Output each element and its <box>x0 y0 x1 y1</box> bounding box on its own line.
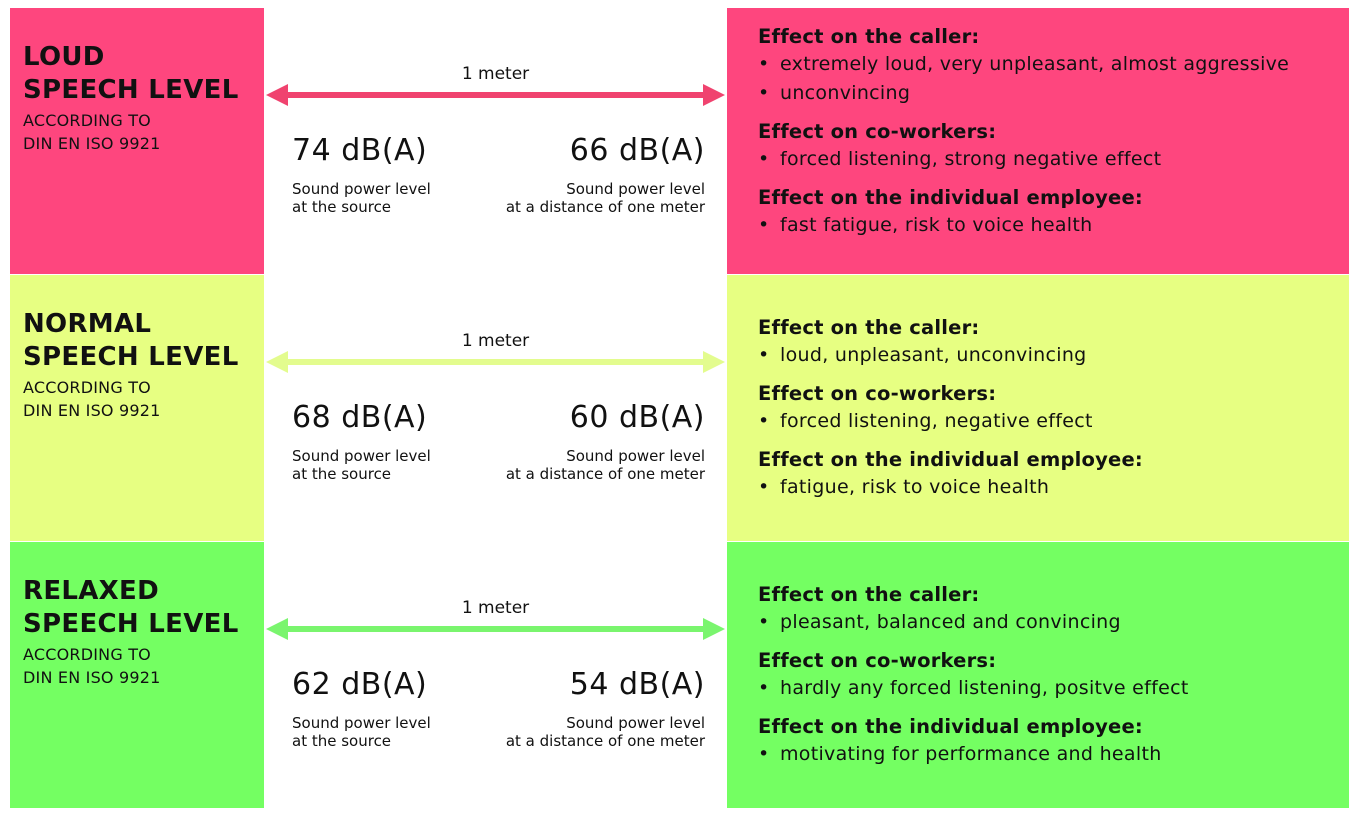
effect-title: Effect on co-workers: <box>758 382 997 405</box>
effect-item: • fatigue, risk to voice health <box>758 473 1349 502</box>
effect-item: • hardly any forced listening, positve ef… <box>758 674 1349 703</box>
effects-box: Effect on the caller: • pleasant, balanced… <box>727 542 1349 808</box>
effect-title: Effect on the individual employee: <box>758 186 1143 209</box>
effect-item: • pleasant, balanced and convincing <box>758 608 1349 637</box>
distance-section: 1 meter 74 dB(A) 66 dB(A) Sound power level… <box>264 8 727 274</box>
bullet-icon: • <box>758 344 770 366</box>
double-arrow-icon <box>266 351 725 373</box>
distance-section: 1 meter 68 dB(A) 60 dB(A) Sound power level… <box>264 275 727 541</box>
source-db-value: 68 dB(A) <box>292 400 428 435</box>
effect-item: • loud, unpleasant, unconvincing <box>758 341 1349 370</box>
bullet-icon: • <box>758 476 770 498</box>
effect-item: • unconvincing <box>758 79 1349 108</box>
distance-db-value: 66 dB(A) <box>569 133 705 168</box>
standard-reference: ACCORDING TO DIN EN ISO 9921 <box>23 111 161 153</box>
effect-title: Effect on the caller: <box>758 583 980 606</box>
bullet-icon: • <box>758 82 770 104</box>
effect-group: Effect on the caller: • pleasant, balanced… <box>758 582 1349 637</box>
effects-box: Effect on the caller: • extremely loud, ve… <box>727 8 1349 274</box>
distance-label: 1 meter <box>461 331 530 351</box>
bullet-icon: • <box>758 53 770 75</box>
effect-title: Effect on the individual employee: <box>758 448 1143 471</box>
speech-level-row-normal: NORMAL SPEECH LEVEL ACCORDING TO DIN EN I… <box>0 275 1358 541</box>
effect-item-text: hardly any forced listening, positve eff… <box>780 677 1189 699</box>
effect-group: Effect on the individual employee: • fast … <box>758 185 1349 240</box>
effect-title: Effect on co-workers: <box>758 120 997 143</box>
effect-item-text: loud, unpleasant, unconvincing <box>780 344 1087 366</box>
source-db-value: 74 dB(A) <box>292 133 428 168</box>
effect-item-text: forced listening, negative effect <box>780 410 1093 432</box>
bullet-icon: • <box>758 148 770 170</box>
bullet-icon: • <box>758 214 770 236</box>
effect-item-text: fatigue, risk to voice health <box>780 476 1050 498</box>
bullet-icon: • <box>758 677 770 699</box>
effect-title: Effect on the caller: <box>758 25 980 48</box>
source-db-value: 62 dB(A) <box>292 667 428 702</box>
source-description: Sound power level at the source <box>292 180 431 216</box>
distance-label: 1 meter <box>461 64 530 84</box>
effect-item: • motivating for performance and health <box>758 740 1349 769</box>
source-description: Sound power level at the source <box>292 714 431 750</box>
standard-reference: ACCORDING TO DIN EN ISO 9921 <box>23 378 161 420</box>
level-title: NORMAL SPEECH LEVEL <box>23 309 239 372</box>
effect-group: Effect on the caller: • extremely loud, ve… <box>758 24 1349 108</box>
effect-item-text: fast fatigue, risk to voice health <box>780 214 1093 236</box>
level-label-box: NORMAL SPEECH LEVEL ACCORDING TO DIN EN I… <box>10 275 264 541</box>
bullet-icon: • <box>758 611 770 633</box>
level-title: RELAXED SPEECH LEVEL <box>23 576 239 639</box>
distance-description: Sound power level at a distance of one m… <box>505 447 705 483</box>
effect-group: Effect on the caller: • loud, unpleasant, … <box>758 315 1349 370</box>
speech-level-row-relaxed: RELAXED SPEECH LEVEL ACCORDING TO DIN EN … <box>0 542 1358 808</box>
effect-item-text: extremely loud, very unpleasant, almost … <box>780 53 1290 75</box>
effect-item: • forced listening, negative effect <box>758 407 1349 436</box>
level-label-box: RELAXED SPEECH LEVEL ACCORDING TO DIN EN … <box>10 542 264 808</box>
effect-group: Effect on co-workers: • forced listening, … <box>758 119 1349 174</box>
effects-box: Effect on the caller: • loud, unpleasant, … <box>727 275 1349 541</box>
double-arrow-icon <box>266 618 725 640</box>
effect-item: • forced listening, strong negative effec… <box>758 145 1349 174</box>
effect-item-text: unconvincing <box>780 82 911 104</box>
standard-reference: ACCORDING TO DIN EN ISO 9921 <box>23 645 161 687</box>
bullet-icon: • <box>758 743 770 765</box>
double-arrow-icon <box>266 84 725 106</box>
distance-description: Sound power level at a distance of one m… <box>505 714 705 750</box>
distance-label: 1 meter <box>461 598 530 618</box>
effect-title: Effect on co-workers: <box>758 649 997 672</box>
effect-title: Effect on the individual employee: <box>758 715 1143 738</box>
effect-item-text: forced listening, strong negative effect <box>780 148 1162 170</box>
effect-group: Effect on co-workers: • forced listening, … <box>758 381 1349 436</box>
distance-section: 1 meter 62 dB(A) 54 dB(A) Sound power level… <box>264 542 727 808</box>
effect-group: Effect on co-workers: • hardly any forced … <box>758 648 1349 703</box>
effect-item-text: pleasant, balanced and convincing <box>780 611 1121 633</box>
effect-group: Effect on the individual employee: • fatig… <box>758 447 1349 502</box>
source-description: Sound power level at the source <box>292 447 431 483</box>
effect-item: • extremely loud, very unpleasant, almost… <box>758 50 1349 79</box>
speech-level-row-loud: LOUD SPEECH LEVEL ACCORDING TO DIN EN ISO… <box>0 8 1358 274</box>
effect-group: Effect on the individual employee: • motiv… <box>758 714 1349 769</box>
distance-db-value: 54 dB(A) <box>569 667 705 702</box>
distance-db-value: 60 dB(A) <box>569 400 705 435</box>
effect-item: • fast fatigue, risk to voice health <box>758 211 1349 240</box>
effect-item-text: motivating for performance and health <box>780 743 1162 765</box>
bullet-icon: • <box>758 410 770 432</box>
effect-title: Effect on the caller: <box>758 316 980 339</box>
level-title: LOUD SPEECH LEVEL <box>23 42 239 105</box>
level-label-box: LOUD SPEECH LEVEL ACCORDING TO DIN EN ISO… <box>10 8 264 274</box>
distance-description: Sound power level at a distance of one m… <box>505 180 705 216</box>
